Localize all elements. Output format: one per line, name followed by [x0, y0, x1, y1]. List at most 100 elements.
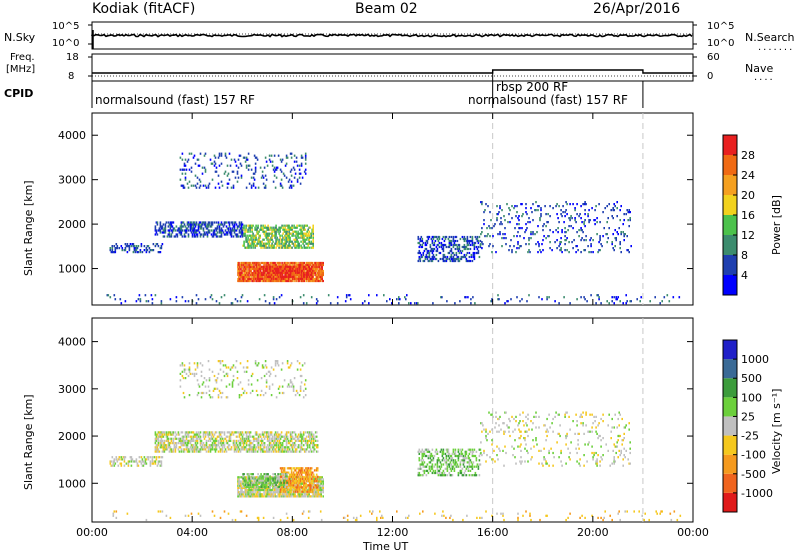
power-echo-cell	[475, 245, 478, 249]
power-echo-cell	[421, 245, 424, 249]
velocity-echo-cell	[155, 439, 158, 442]
power-echo-cell	[215, 233, 218, 236]
power-echo-cell	[430, 257, 433, 261]
velocity-echo-cell	[165, 431, 168, 434]
power-echo-cell	[284, 265, 287, 268]
power-echo-region-1	[254, 265, 314, 280]
velocity-echo-cell	[308, 475, 311, 478]
power-echo-cell	[238, 154, 241, 157]
velocity-echo-cell	[207, 446, 210, 449]
power-echo-cell	[318, 261, 320, 265]
velocity-echo-cell	[187, 439, 190, 442]
power-echo-cell	[257, 242, 259, 245]
power-echo-cell	[295, 244, 297, 247]
velocity-echo-cell	[275, 446, 278, 449]
velocity-echo-cell	[248, 446, 251, 449]
power-echo-cell	[235, 235, 238, 238]
power-echo-cell	[616, 201, 618, 204]
velocity-echo-cell	[293, 473, 296, 476]
velocity-echo-cell	[286, 495, 288, 498]
power-echo-cell	[229, 233, 232, 236]
power-echo-cell	[463, 247, 466, 251]
velocity-echo-cell	[285, 493, 287, 496]
power-echo-cell	[290, 180, 293, 183]
velocity-echo-cell	[270, 480, 272, 483]
power-echo-cell	[210, 225, 213, 228]
velocity-echo-cell	[273, 491, 275, 494]
power-echo-cell	[187, 221, 190, 224]
velocity-echo-cell	[252, 435, 255, 438]
power-echo-cell	[482, 243, 484, 246]
power-echo-cell	[564, 235, 566, 238]
power-echo-cell	[163, 235, 166, 238]
power-echo-cell	[271, 236, 273, 239]
power-echo-cell	[264, 186, 267, 189]
power-echo-cell	[435, 249, 438, 253]
power-echo-cell	[230, 229, 233, 232]
velocity-plot-frame	[91, 317, 694, 523]
power-echo-cell	[601, 245, 603, 248]
power-echo-cell	[239, 273, 241, 277]
velocity-echo-cell	[227, 446, 230, 449]
velocity-echo-cell	[290, 467, 293, 470]
power-echo-cell	[611, 300, 613, 303]
power-echo-cell	[133, 249, 136, 252]
power-echo-cell	[147, 245, 150, 248]
velocity-echo-cell	[267, 446, 270, 449]
power-echo-cell	[296, 232, 298, 235]
velocity-echo-cell	[316, 475, 319, 478]
power-echo-cell	[170, 235, 173, 238]
power-echo-cell	[181, 296, 184, 299]
velocity-echo-cell	[236, 431, 239, 434]
power-echo-cell	[192, 231, 195, 234]
power-echo-cell	[256, 265, 258, 269]
velocity-echo-cell	[283, 495, 285, 498]
power-echo-cell	[268, 232, 270, 235]
power-echo-cell	[296, 244, 298, 247]
power-echo-cell	[199, 180, 202, 183]
power-echo-cell	[306, 230, 308, 233]
power-echo-cell	[463, 239, 466, 243]
velocity-echo-cell	[191, 439, 194, 442]
power-echo-cell	[519, 300, 521, 303]
power-echo-cell	[574, 209, 576, 212]
power-echo-cell	[298, 232, 300, 235]
power-echo-cell	[572, 203, 574, 206]
power-echo-cell	[258, 277, 261, 280]
power-echo-cell	[480, 233, 482, 236]
velocity-echo-cell	[261, 450, 264, 453]
power-echo-cell	[438, 251, 441, 255]
power-echo-cell	[242, 156, 245, 159]
power-echo-cell	[420, 255, 423, 259]
power-echo-cell	[256, 232, 258, 235]
velocity-echo-cell	[226, 446, 229, 449]
power-echo-cell	[159, 223, 162, 226]
power-echo-cell	[155, 231, 158, 234]
power-echo-cell	[548, 235, 550, 238]
power-echo-cell	[216, 235, 219, 238]
power-echo-cell	[212, 235, 215, 238]
power-echo-cell	[271, 242, 273, 245]
power-echo-cell	[200, 233, 203, 236]
power-echo-cell	[224, 221, 227, 224]
power-echo-cell	[473, 243, 476, 247]
velocity-echo-cell	[168, 450, 171, 453]
velocity-echo-cell	[257, 485, 259, 489]
velocity-echo-cell	[235, 442, 238, 445]
velocity-echo-cell	[295, 473, 298, 476]
power-echo-cell	[471, 237, 474, 241]
power-echo-cell	[307, 267, 310, 270]
power-echo-cell	[459, 249, 462, 253]
power-echo-cell	[281, 279, 283, 283]
power-echo-cell	[272, 168, 275, 171]
velocity-echo-cell	[270, 450, 273, 453]
power-echo-cell	[295, 261, 297, 265]
power-echo-cell	[453, 253, 456, 257]
power-echo-cell	[255, 228, 257, 231]
power-echo-cell	[302, 242, 304, 245]
power-echo-cell	[291, 271, 293, 275]
velocity-echo-cell	[297, 493, 299, 496]
power-echo-cell	[442, 257, 445, 261]
power-echo-cell	[242, 279, 244, 283]
power-echo-cell	[155, 229, 158, 232]
